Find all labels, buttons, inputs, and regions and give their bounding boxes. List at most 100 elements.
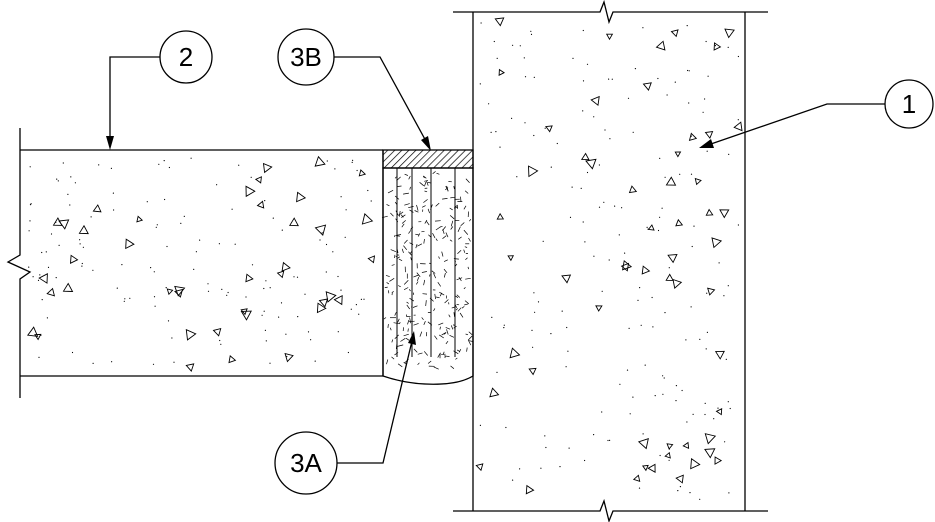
filler-fiber — [408, 230, 412, 234]
callout-3b-label: 3B — [290, 42, 322, 72]
aggregate-mark — [585, 158, 597, 170]
aggregate-mark — [316, 302, 327, 314]
filler-fiber — [395, 344, 398, 350]
aggregate-mark — [675, 218, 684, 227]
sand-dot — [124, 298, 126, 300]
sand-dot — [41, 299, 43, 301]
sand-dot — [496, 57, 498, 60]
sand-dot — [245, 296, 247, 298]
filler-fiber — [453, 258, 459, 260]
sand-dot — [544, 127, 546, 129]
sand-dot — [37, 279, 40, 281]
sand-dot — [304, 293, 306, 295]
filler-fiber — [408, 320, 415, 323]
sand-dot — [593, 434, 595, 436]
sand-dot — [550, 333, 552, 335]
aggregate-mark — [672, 278, 683, 289]
filler-fiber — [463, 205, 467, 210]
sand-dot — [29, 220, 31, 222]
sand-dot — [516, 176, 518, 178]
filler-fiber — [395, 210, 399, 216]
filler-fiber — [413, 274, 419, 278]
sand-dot — [685, 339, 687, 341]
joint-filler — [381, 167, 474, 385]
aggregate-mark — [580, 152, 590, 161]
sand-dot — [281, 229, 283, 231]
sand-dot — [69, 204, 71, 206]
sand-dot — [269, 362, 271, 364]
filler-fiber — [404, 203, 410, 206]
sand-dot — [723, 295, 725, 297]
aggregate-mark — [711, 237, 723, 249]
filler-fiber — [453, 312, 455, 317]
sand-dot — [152, 363, 155, 365]
filler-fiber — [427, 360, 432, 364]
aggregate-mark — [724, 28, 735, 39]
aggregate-mark — [289, 217, 299, 227]
filler-fiber — [395, 234, 402, 236]
filler-fiber — [456, 349, 461, 352]
sand-dot — [337, 275, 339, 278]
filler-fiber — [455, 308, 458, 311]
aggregate-mark — [641, 265, 651, 275]
concrete-wall — [453, 0, 768, 522]
filler-fiber — [437, 282, 441, 287]
sand-dot — [702, 111, 704, 113]
sand-dot — [572, 57, 574, 60]
filler-fiber — [417, 276, 420, 282]
filler-fiber — [463, 249, 466, 253]
sand-dot — [706, 292, 708, 294]
filler-fiber — [450, 325, 454, 330]
filler-fiber — [403, 280, 409, 285]
filler-fiber — [403, 245, 408, 251]
sand-dot — [347, 351, 349, 354]
filler-fiber — [445, 340, 449, 345]
filler-fiber — [397, 256, 400, 259]
sand-dot — [728, 153, 730, 155]
filler-fiber — [448, 314, 451, 318]
sand-dot — [619, 383, 621, 385]
aggregate-mark — [667, 253, 678, 264]
filler-fiber — [409, 209, 414, 213]
sand-dot — [530, 30, 532, 32]
sand-dot — [495, 131, 497, 133]
aggregate-mark — [628, 185, 638, 194]
filler-fiber — [407, 328, 409, 332]
sand-dot — [173, 361, 175, 363]
aggregate-mark — [240, 308, 248, 316]
filler-fiber — [438, 256, 440, 259]
filler-fiber — [445, 327, 451, 330]
filler-fiber — [449, 239, 453, 242]
sand-dot — [62, 162, 64, 164]
sand-dot — [705, 40, 707, 43]
filler-fiber — [400, 338, 406, 342]
sand-dot — [540, 467, 542, 469]
sand-dot — [340, 196, 342, 198]
sand-dot — [714, 45, 717, 47]
filler-fiber — [457, 249, 462, 254]
aggregate-mark — [254, 176, 262, 184]
sand-dot — [28, 266, 30, 268]
filler-fiber — [443, 332, 446, 335]
sand-dot — [728, 492, 730, 494]
filler-fiber — [468, 335, 473, 341]
sand-dot — [265, 280, 267, 282]
sand-dot — [496, 371, 498, 373]
filler-fiber — [442, 198, 448, 200]
filler-fiber — [442, 235, 447, 239]
filler-fiber — [436, 172, 440, 175]
filler-fiber — [389, 327, 392, 331]
aggregate-mark — [714, 350, 725, 360]
filler-fiber — [399, 321, 401, 325]
filler-fiber — [435, 238, 438, 241]
sand-dot — [690, 135, 692, 137]
sand-dot — [67, 193, 69, 195]
filler-fiber — [455, 263, 458, 267]
sand-dot — [488, 103, 490, 105]
filler-fiber — [443, 268, 448, 274]
sand-dot — [537, 301, 540, 303]
sand-dot — [156, 224, 158, 226]
sand-dot — [651, 296, 653, 299]
sand-dot — [582, 110, 584, 112]
aggregate-mark — [682, 441, 690, 450]
